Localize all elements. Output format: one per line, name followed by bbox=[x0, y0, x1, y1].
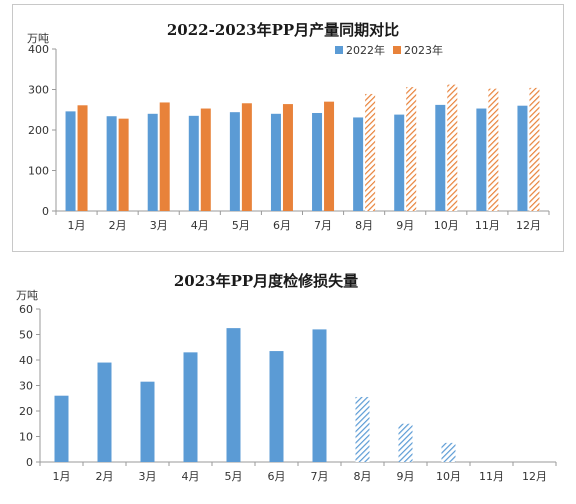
x-tick-label: 11月 bbox=[475, 219, 500, 232]
y-tick-label: 10 bbox=[19, 431, 33, 444]
bar bbox=[476, 108, 487, 211]
bar bbox=[269, 351, 284, 462]
bar bbox=[447, 84, 458, 211]
bar bbox=[353, 117, 364, 211]
bar bbox=[159, 102, 170, 211]
production-chart-panel: 2022-2023年PP月产量同期对比万吨 0 100 200 300 400 1月 2月 3月… bbox=[12, 4, 564, 252]
x-tick-label: 1月 bbox=[68, 219, 86, 232]
bar bbox=[312, 329, 327, 462]
bar bbox=[118, 118, 129, 211]
y-tick-label: 50 bbox=[19, 329, 33, 342]
x-tick-label: 2月 bbox=[96, 470, 114, 483]
x-tick-label: 7月 bbox=[311, 470, 329, 483]
chart-title: 2022-2023年PP月产量同期对比 bbox=[167, 21, 399, 39]
legend-label: 2023年 bbox=[404, 43, 443, 57]
y-tick-label: 0 bbox=[42, 205, 49, 218]
bar bbox=[270, 113, 281, 211]
x-tick-label: 7月 bbox=[314, 219, 332, 232]
x-tick-label: 9月 bbox=[396, 219, 414, 232]
y-tick-label: 100 bbox=[28, 165, 49, 178]
y-tick-label: 30 bbox=[19, 380, 33, 393]
bar bbox=[183, 352, 198, 462]
x-tick-label: 2月 bbox=[109, 219, 127, 232]
bar bbox=[394, 114, 405, 211]
bar bbox=[106, 116, 117, 211]
legend-swatch bbox=[393, 46, 401, 54]
bar bbox=[312, 112, 323, 211]
legend-swatch bbox=[335, 46, 343, 54]
x-tick-label: 9月 bbox=[397, 470, 415, 483]
bar bbox=[77, 105, 88, 211]
bar bbox=[65, 111, 76, 211]
x-tick-label: 12月 bbox=[522, 470, 547, 483]
bar bbox=[229, 112, 240, 211]
bar bbox=[365, 93, 376, 211]
x-tick-label: 11月 bbox=[479, 470, 504, 483]
bar bbox=[488, 88, 499, 211]
bar bbox=[441, 442, 456, 462]
bar bbox=[406, 87, 417, 211]
x-tick-label: 12月 bbox=[516, 219, 541, 232]
x-tick-label: 4月 bbox=[182, 470, 200, 483]
legend-label: 2022年 bbox=[346, 43, 385, 57]
y-tick-label: 60 bbox=[19, 303, 33, 316]
x-tick-label: 5月 bbox=[225, 470, 243, 483]
x-tick-label: 10月 bbox=[434, 219, 459, 232]
x-tick-label: 1月 bbox=[53, 470, 71, 483]
y-axis-unit: 万吨 bbox=[16, 289, 38, 302]
bar bbox=[200, 108, 211, 211]
y-axis-unit: 万吨 bbox=[27, 32, 49, 45]
bar bbox=[282, 104, 293, 211]
bar bbox=[435, 104, 446, 211]
y-tick-label: 20 bbox=[19, 405, 33, 418]
bar bbox=[188, 115, 199, 211]
x-tick-label: 8月 bbox=[354, 470, 372, 483]
bar bbox=[147, 113, 158, 211]
y-tick-label: 40 bbox=[19, 354, 33, 367]
maintenance-chart-panel: 2023年PP月度检修损失量万吨 0 10 20 30 40 50 60 1月 2月 3月 4月 5月 6… bbox=[4, 262, 572, 500]
x-tick-label: 3月 bbox=[150, 219, 168, 232]
bar bbox=[355, 396, 370, 462]
x-tick-label: 4月 bbox=[191, 219, 209, 232]
bar bbox=[140, 381, 155, 462]
bar bbox=[324, 101, 335, 211]
bar bbox=[54, 395, 69, 462]
x-tick-label: 10月 bbox=[436, 470, 461, 483]
bar bbox=[517, 105, 528, 211]
bar bbox=[226, 328, 241, 462]
y-tick-label: 200 bbox=[28, 124, 49, 137]
x-tick-label: 6月 bbox=[273, 219, 291, 232]
y-tick-label: 0 bbox=[26, 456, 33, 469]
y-tick-label: 300 bbox=[28, 84, 49, 97]
bar bbox=[529, 87, 540, 211]
chart-title: 2023年PP月度检修损失量 bbox=[174, 272, 358, 290]
bar bbox=[241, 103, 252, 211]
bar bbox=[97, 362, 112, 462]
x-tick-label: 5月 bbox=[232, 219, 250, 232]
x-tick-label: 3月 bbox=[139, 470, 157, 483]
y-tick-label: 400 bbox=[28, 43, 49, 56]
x-tick-label: 8月 bbox=[355, 219, 373, 232]
bar bbox=[398, 423, 413, 462]
x-tick-label: 6月 bbox=[268, 470, 286, 483]
